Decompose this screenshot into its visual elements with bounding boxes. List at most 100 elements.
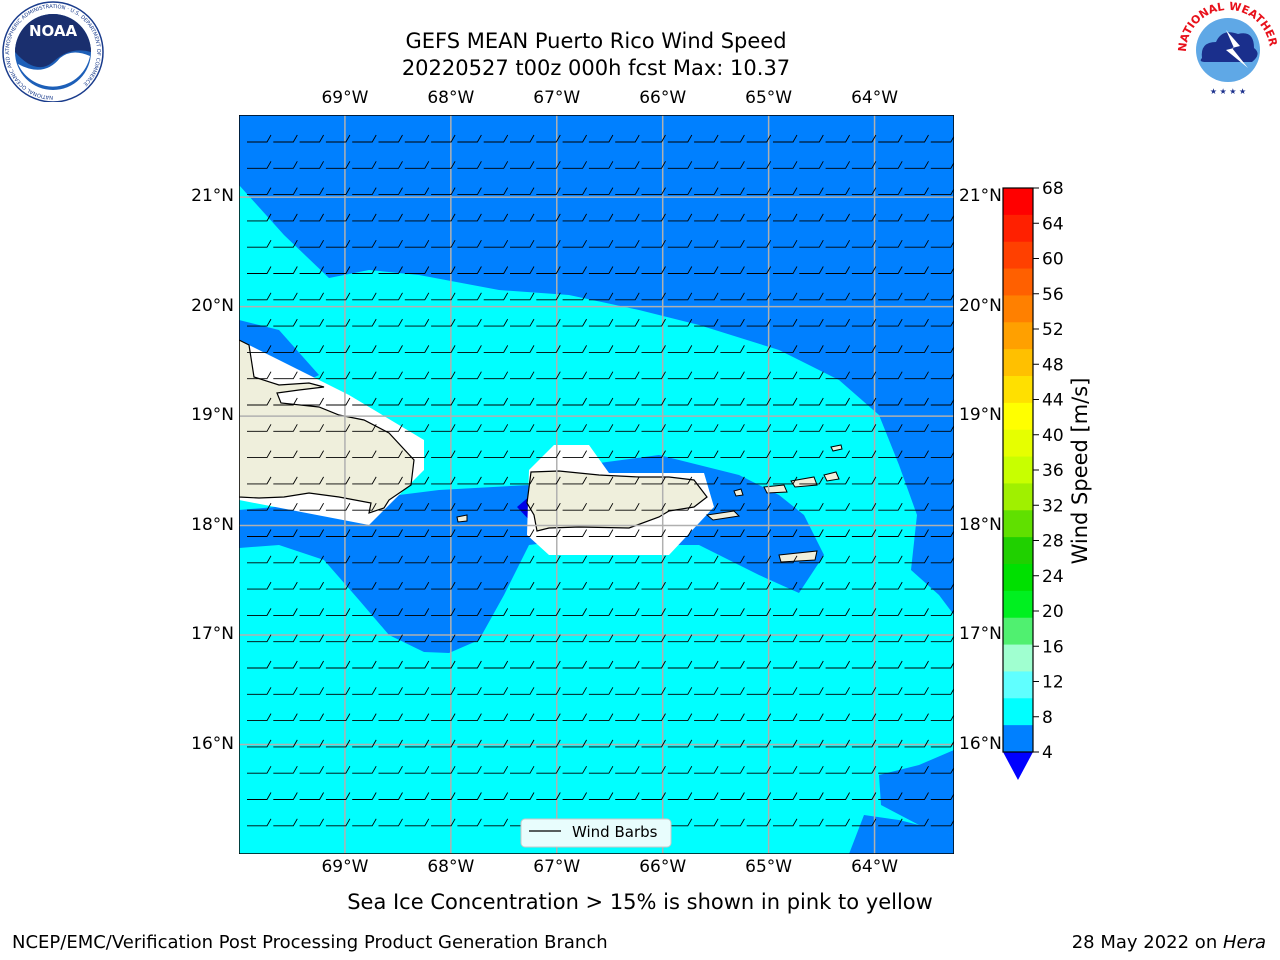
wind-barb — [773, 608, 798, 616]
wind-barb — [773, 476, 798, 485]
wind-barb — [562, 687, 587, 695]
wind-barb — [457, 239, 482, 248]
wind-barb — [273, 292, 298, 301]
wind-barb — [641, 266, 666, 274]
wind-barb — [720, 161, 745, 169]
wind-barb — [431, 345, 456, 353]
wind-barb — [746, 292, 772, 301]
wind-barb — [720, 529, 745, 537]
wind-barb — [404, 765, 430, 774]
wind-barb — [562, 239, 587, 248]
wind-barb — [904, 687, 929, 695]
wind-barb — [483, 608, 509, 616]
footer-host: Hera — [1222, 932, 1266, 953]
wind-barb — [431, 765, 456, 774]
wind-barb — [667, 476, 693, 485]
wind-barb — [325, 345, 351, 353]
wind-barb — [378, 345, 403, 353]
island-vieques — [705, 510, 741, 521]
wind-barb — [641, 634, 666, 643]
lat-tick-left-label: 19°N — [191, 405, 234, 426]
wind-barb — [378, 687, 403, 695]
wind-barb — [904, 318, 929, 327]
wind-barb — [378, 792, 403, 800]
wind-barb — [615, 502, 640, 511]
island-culebra — [733, 488, 744, 497]
wind-barb — [431, 134, 456, 143]
wind-barb — [562, 397, 587, 406]
wind-barb — [799, 660, 824, 669]
wind-barb — [694, 134, 719, 143]
wind-barb — [325, 502, 351, 511]
wind-barb — [378, 502, 403, 511]
wind-barb — [878, 371, 903, 380]
wind-barb — [404, 213, 430, 222]
wind-barb — [773, 213, 798, 222]
colorbar-block — [1003, 590, 1033, 619]
wind-barb — [694, 634, 719, 643]
wind-barb — [510, 608, 535, 616]
wind-barb — [404, 792, 430, 800]
wind-barb — [299, 713, 324, 722]
colorbar-tick-label: 44 — [1042, 391, 1064, 411]
wind-barb — [273, 371, 298, 380]
wind-barb — [588, 371, 614, 380]
wind-barb — [667, 739, 693, 748]
wind-barb — [483, 161, 509, 169]
wind-barb — [641, 608, 666, 616]
land-hispaniola — [239, 339, 415, 514]
wind-barb — [904, 739, 929, 748]
wind-barb — [273, 345, 298, 353]
map-legend: Wind Barbs — [520, 818, 672, 848]
wind-barb — [825, 608, 850, 616]
wind-barb — [404, 660, 430, 669]
wind-barb — [299, 529, 324, 537]
wind-barb — [615, 634, 640, 643]
colorbar-block — [1003, 214, 1033, 243]
wind-barb — [457, 424, 482, 432]
wind-barb — [799, 581, 824, 590]
wind-band-4-8-east — [879, 415, 954, 615]
wind-barb — [431, 634, 456, 643]
wind-barb — [273, 634, 298, 643]
colorbar-tick-label: 60 — [1042, 250, 1064, 270]
wind-barb — [615, 266, 640, 274]
wind-barb — [667, 450, 693, 459]
wind-barb — [483, 529, 509, 537]
wind-barb — [536, 555, 561, 564]
wind-barb — [615, 345, 640, 353]
wind-barb — [483, 345, 509, 353]
wind-barb — [641, 239, 666, 248]
wind-barb — [588, 450, 614, 459]
wind-barb — [299, 239, 324, 248]
wind-barb — [694, 450, 719, 459]
wind-barb — [799, 266, 824, 274]
wind-barb — [510, 555, 535, 564]
wind-barb — [746, 161, 772, 169]
wind-barb — [694, 424, 719, 432]
colorbar-block — [1003, 376, 1033, 404]
lon-tick-bottom-label: 64°W — [851, 857, 899, 877]
wind-barb — [615, 713, 640, 722]
wind-barb — [404, 581, 430, 590]
wind-barb — [431, 476, 456, 485]
wind-barb — [457, 529, 482, 537]
wind-barb — [483, 450, 509, 459]
wind-barb — [247, 713, 272, 722]
wind-barb — [588, 318, 614, 327]
wind-barb — [825, 634, 850, 643]
wind-barb — [694, 660, 719, 669]
wind-barb — [641, 581, 666, 590]
wind-barb — [457, 345, 482, 353]
wind-barb — [720, 134, 745, 143]
wind-barb — [457, 765, 482, 774]
wind-barb — [431, 213, 456, 222]
wind-barb — [325, 187, 351, 196]
wind-barb — [299, 266, 324, 274]
wind-barb — [720, 634, 745, 643]
wind-barb — [746, 371, 772, 380]
wind-barbs-layer — [247, 134, 954, 827]
wind-barb — [799, 608, 824, 616]
wind-barb — [588, 529, 614, 537]
wind-barb — [247, 476, 272, 485]
